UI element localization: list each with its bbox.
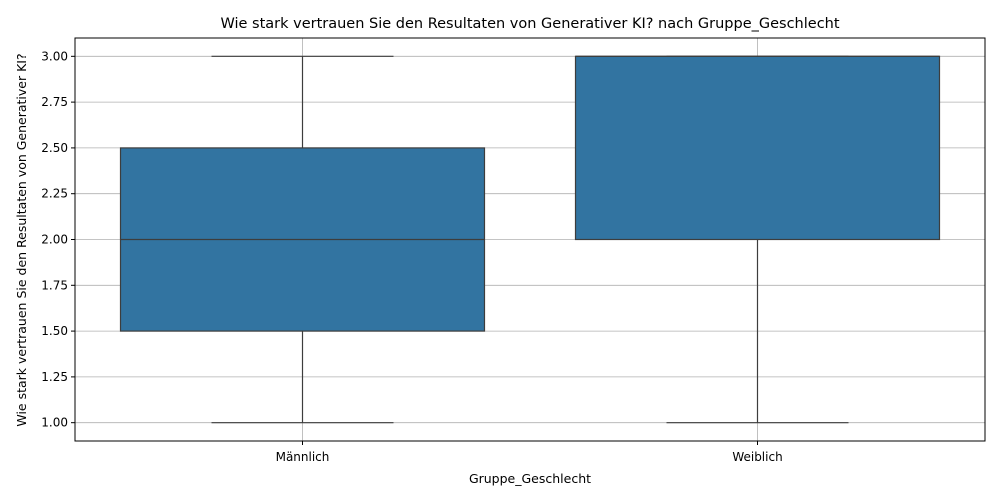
- box-1: [119, 55, 486, 424]
- x-axis-label: Gruppe_Geschlecht: [469, 471, 591, 486]
- y-tick-label: 2.25: [41, 187, 68, 201]
- x-tick-label: Weiblich: [732, 450, 782, 464]
- y-tick-label: 1.25: [41, 370, 68, 384]
- box-body: [574, 55, 941, 241]
- y-tick-label: 1.00: [41, 416, 68, 430]
- tick-layer: 1.00 1.25 1.50 1.75 2.00 2.25 2.50 2.75 3.00 Männ…: [41, 49, 782, 464]
- y-tick-label: 1.50: [41, 324, 68, 338]
- y-tick-label: 1.75: [41, 278, 68, 292]
- y-axis-label: Wie stark vertrauen Sie den Resultaten v…: [14, 53, 29, 426]
- box-layer: [119, 55, 941, 424]
- x-tick-label: Männlich: [276, 450, 330, 464]
- chart-title: Wie stark vertrauen Sie den Resultaten v…: [220, 16, 839, 32]
- y-tick-label: 2.50: [41, 141, 68, 155]
- y-tick-label: 2.75: [41, 95, 68, 109]
- box-2: [574, 55, 941, 424]
- y-tick-label: 2.00: [41, 233, 68, 247]
- y-tick-label: 3.00: [41, 49, 68, 63]
